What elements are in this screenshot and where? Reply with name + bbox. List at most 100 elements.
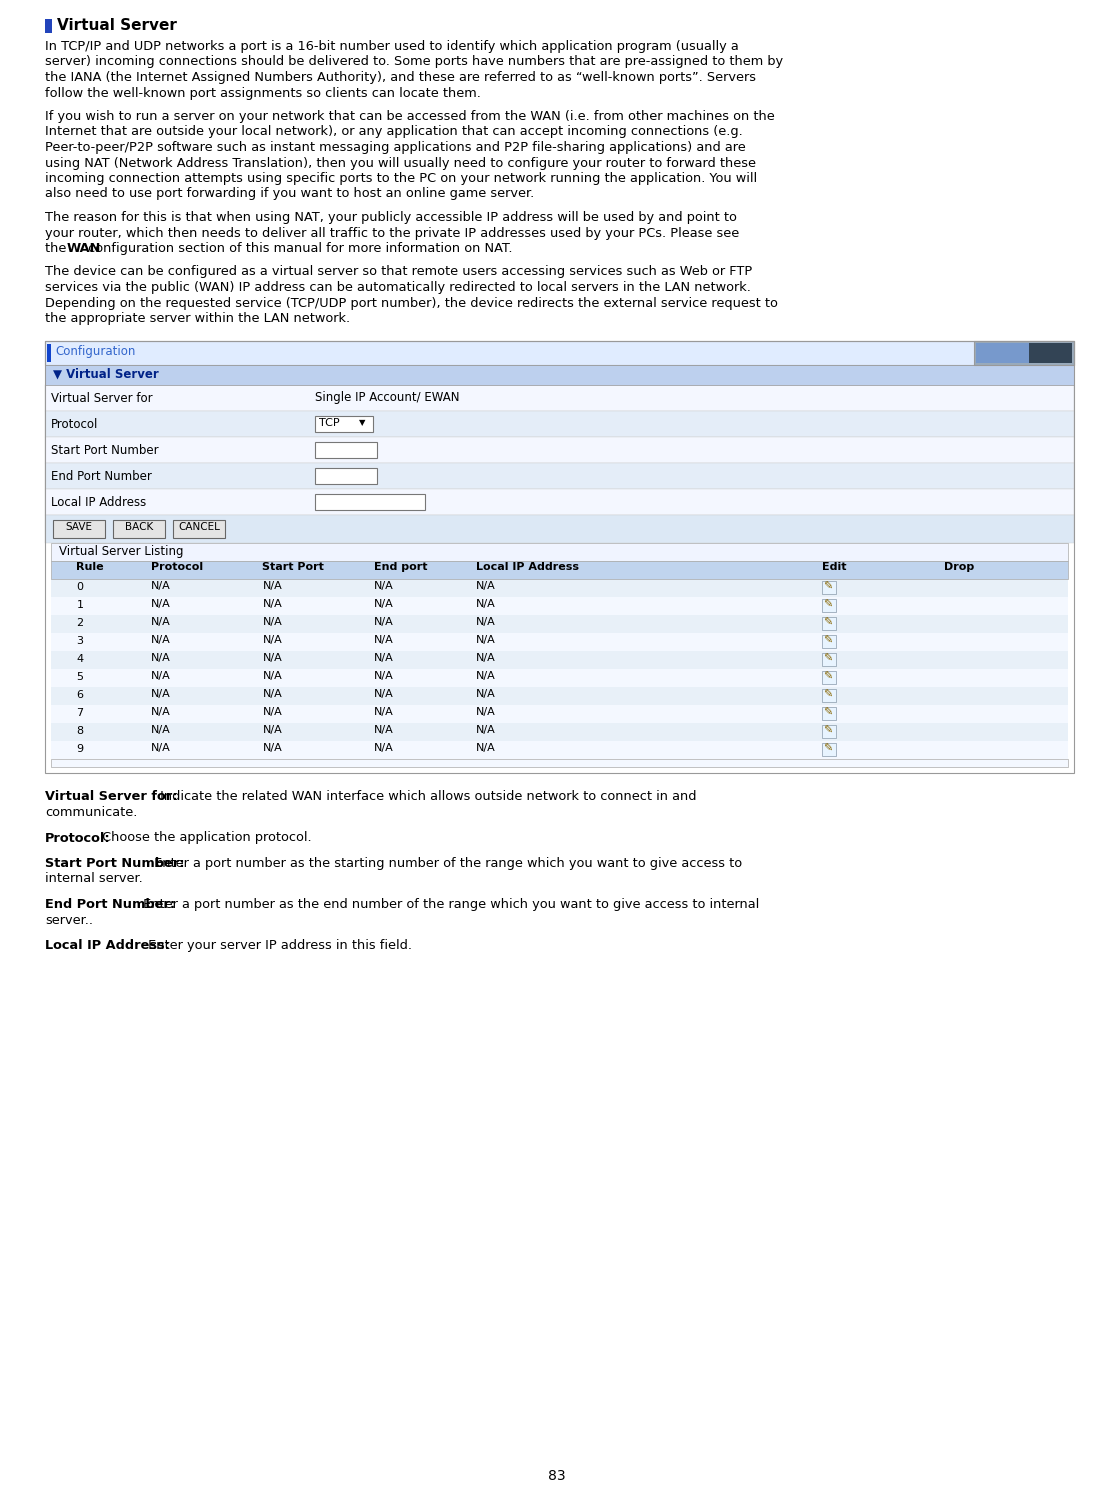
Text: ▼ Virtual Server: ▼ Virtual Server [53, 368, 159, 381]
Text: Start Port Number: Start Port Number [51, 444, 158, 457]
Text: N/A: N/A [150, 599, 170, 610]
Bar [51, 705, 1068, 723]
Text: 1: 1 [77, 599, 84, 610]
Text: server..: server.. [45, 913, 92, 926]
Text: Virtual Server for: Virtual Server for [51, 391, 153, 405]
Text: WAN: WAN [67, 242, 101, 255]
Text: Edit: Edit [822, 563, 847, 572]
Bar [51, 632, 1068, 650]
Bar [822, 743, 836, 756]
Bar [173, 520, 225, 538]
Text: the IANA (the Internet Assigned Numbers Authority), and these are referred to as: the IANA (the Internet Assigned Numbers … [45, 72, 756, 84]
Text: N/A: N/A [263, 690, 282, 699]
Text: N/A: N/A [150, 726, 170, 735]
Bar [51, 614, 1068, 632]
Text: N/A: N/A [150, 744, 170, 753]
Text: Local IP Address:: Local IP Address: [45, 940, 169, 952]
Text: N/A: N/A [263, 635, 282, 645]
Text: ✎: ✎ [823, 617, 832, 627]
Text: TCP: TCP [319, 417, 340, 427]
Text: N/A: N/A [374, 581, 394, 592]
Text: 0: 0 [77, 581, 84, 592]
Bar [315, 468, 377, 484]
Text: ✎: ✎ [823, 581, 832, 592]
Text: ✎: ✎ [823, 635, 832, 645]
Bar [45, 341, 1074, 772]
Text: N/A: N/A [263, 726, 282, 735]
Text: The device can be configured as a virtual server so that remote users accessing : The device can be configured as a virtua… [45, 266, 752, 278]
Text: N/A: N/A [374, 744, 394, 753]
Text: End port: End port [374, 563, 428, 572]
Bar [822, 635, 836, 647]
Bar [315, 415, 373, 432]
Bar [45, 489, 1074, 514]
Text: End Port Number:: End Port Number: [45, 898, 175, 911]
Bar [1029, 342, 1072, 363]
Text: N/A: N/A [476, 653, 496, 663]
Text: follow the well-known port assignments so clients can locate them.: follow the well-known port assignments s… [45, 87, 481, 100]
Text: ▼: ▼ [359, 418, 365, 427]
Text: End Port Number: End Port Number [51, 469, 152, 483]
Bar [113, 520, 165, 538]
Text: the: the [45, 242, 70, 255]
Bar [51, 668, 1068, 687]
Text: communicate.: communicate. [45, 805, 137, 819]
Bar [51, 560, 1068, 578]
Text: ✎: ✎ [823, 690, 832, 699]
Text: also need to use port forwarding if you want to host an online game server.: also need to use port forwarding if you … [45, 188, 535, 200]
Text: Internet that are outside your local network), or any application that can accep: Internet that are outside your local net… [45, 125, 743, 139]
Text: The reason for this is that when using NAT, your publicly accessible IP address : The reason for this is that when using N… [45, 211, 736, 224]
Text: the appropriate server within the LAN network.: the appropriate server within the LAN ne… [45, 312, 350, 326]
Bar [51, 687, 1068, 705]
Bar [822, 581, 836, 593]
Text: ✎: ✎ [823, 726, 832, 735]
Text: N/A: N/A [476, 690, 496, 699]
Bar [45, 436, 1074, 463]
Text: 8: 8 [77, 726, 84, 735]
Text: N/A: N/A [374, 599, 394, 610]
Text: Enter a port number as the end number of the range which you want to give access: Enter a port number as the end number of… [138, 898, 759, 911]
Text: N/A: N/A [374, 708, 394, 717]
Text: 9: 9 [77, 744, 84, 753]
Bar [51, 596, 1068, 614]
Text: server) incoming connections should be delivered to. Some ports have numbers tha: server) incoming connections should be d… [45, 55, 783, 69]
Text: Enter your server IP address in this field.: Enter your server IP address in this fie… [145, 940, 412, 952]
Bar [822, 725, 836, 738]
Text: 7: 7 [77, 708, 84, 717]
Bar [822, 617, 836, 629]
Text: N/A: N/A [374, 726, 394, 735]
Text: 2: 2 [77, 617, 84, 627]
Text: N/A: N/A [263, 617, 282, 627]
Text: Protocol:: Protocol: [45, 832, 110, 844]
Text: ✎: ✎ [823, 653, 832, 663]
Text: Start Port Number:: Start Port Number: [45, 858, 185, 870]
Text: N/A: N/A [374, 635, 394, 645]
Bar [315, 442, 377, 457]
Text: N/A: N/A [476, 581, 496, 592]
Text: N/A: N/A [263, 581, 282, 592]
Text: N/A: N/A [150, 708, 170, 717]
Bar [53, 520, 105, 538]
Text: N/A: N/A [476, 635, 496, 645]
Text: Virtual Server for:: Virtual Server for: [45, 790, 177, 804]
Text: N/A: N/A [263, 671, 282, 681]
Text: Peer-to-peer/P2P software such as instant messaging applications and P2P file-sh: Peer-to-peer/P2P software such as instan… [45, 140, 745, 154]
Text: In TCP/IP and UDP networks a port is a 16-bit number used to identify which appl: In TCP/IP and UDP networks a port is a 1… [45, 40, 739, 52]
Bar [45, 514, 1074, 542]
Bar [974, 341, 1074, 365]
Text: BACK: BACK [125, 521, 153, 532]
Text: 4: 4 [77, 653, 84, 663]
Text: N/A: N/A [263, 708, 282, 717]
Text: Depending on the requested service (TCP/UDP port number), the device redirects t: Depending on the requested service (TCP/… [45, 296, 778, 309]
Text: N/A: N/A [476, 671, 496, 681]
Bar [45, 365, 1074, 384]
Text: If you wish to run a server on your network that can be accessed from the WAN (i: If you wish to run a server on your netw… [45, 111, 774, 123]
Text: ✎: ✎ [823, 708, 832, 717]
Text: 83: 83 [548, 1469, 566, 1484]
Text: N/A: N/A [476, 726, 496, 735]
Text: 3: 3 [77, 635, 84, 645]
Text: Rule: Rule [77, 563, 104, 572]
Bar [315, 493, 426, 509]
Text: ✎: ✎ [823, 671, 832, 681]
Text: N/A: N/A [476, 744, 496, 753]
